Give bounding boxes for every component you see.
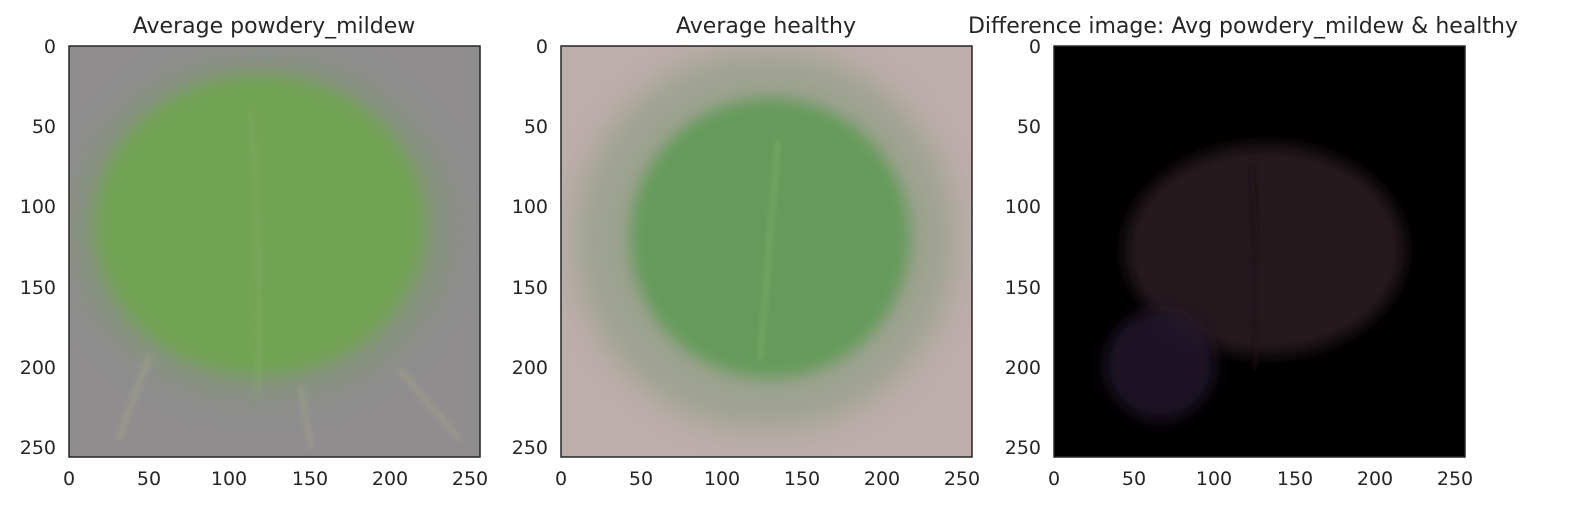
y-tick-label: 250 [20,437,56,459]
leaf-midrib [248,109,261,396]
leaf-midrib [758,139,780,361]
x-tick-label: 250 [944,468,980,490]
x-tick-label: 150 [1277,468,1313,490]
average-image [561,46,972,457]
panel-title: Average healthy [676,14,856,39]
y-tick-label: 50 [32,116,56,138]
y-tick-label: 200 [1005,357,1041,379]
x-tick-label: 50 [1122,468,1146,490]
x-ticks: 0 50 100 150 200 250 [555,468,980,490]
y-ticks: 0 50 100 150 200 250 [1005,36,1041,459]
x-tick-label: 100 [1196,468,1232,490]
x-tick-label: 150 [292,468,328,490]
leaf-stem-right [395,366,463,442]
x-tick-label: 200 [1357,468,1393,490]
y-tick-label: 0 [44,36,56,58]
y-tick-label: 250 [512,437,548,459]
x-tick-label: 50 [137,468,161,490]
y-tick-label: 150 [1005,277,1041,299]
x-tick-label: 0 [63,468,75,490]
y-tick-label: 200 [20,357,56,379]
panel-powdery-mildew: Average powdery_mildew 0 50 100 150 200 … [20,14,488,490]
x-tick-label: 0 [555,468,567,490]
x-tick-label: 200 [372,468,408,490]
panel-healthy: Average healthy 0 50 100 150 200 250 0 5… [512,14,980,490]
y-tick-label: 100 [512,196,548,218]
x-tick-label: 250 [1437,468,1473,490]
leaf-stem-bottom [297,384,315,451]
x-tick-label: 50 [629,468,653,490]
x-tick-label: 250 [452,468,488,490]
average-image [69,46,480,457]
leaf-midrib [1247,159,1261,371]
y-tick-label: 150 [512,277,548,299]
x-tick-label: 100 [704,468,740,490]
panel-title: Difference image: Avg powdery_mildew & h… [968,14,1518,39]
difference-image [1054,46,1465,457]
y-tick-label: 50 [524,116,548,138]
y-tick-label: 250 [1005,437,1041,459]
y-tick-label: 200 [512,357,548,379]
panel-difference: Difference image: Avg powdery_mildew & h… [968,14,1518,490]
axes-frame [1053,45,1466,458]
x-tick-label: 100 [211,468,247,490]
y-tick-label: 0 [536,36,548,58]
leaf-blob [95,75,425,375]
x-tick-label: 150 [784,468,820,490]
panel-title: Average powdery_mildew [133,14,415,39]
y-tick-label: 50 [1017,116,1041,138]
leaf-blob [1125,145,1405,355]
y-ticks: 0 50 100 150 200 250 [20,36,56,459]
x-tick-label: 200 [864,468,900,490]
x-tick-label: 0 [1048,468,1060,490]
y-tick-label: 100 [1005,196,1041,218]
leaf-stem-left [115,353,153,442]
axes-frame [68,45,481,458]
x-ticks: 0 50 100 150 200 250 [63,468,488,490]
y-tick-label: 0 [1029,36,1041,58]
x-ticks: 0 50 100 150 200 250 [1048,468,1473,490]
y-ticks: 0 50 100 150 200 250 [512,36,548,459]
y-tick-label: 150 [20,277,56,299]
y-tick-label: 100 [20,196,56,218]
axes-frame [560,45,973,458]
leaf-lobe-lower [1105,310,1215,420]
